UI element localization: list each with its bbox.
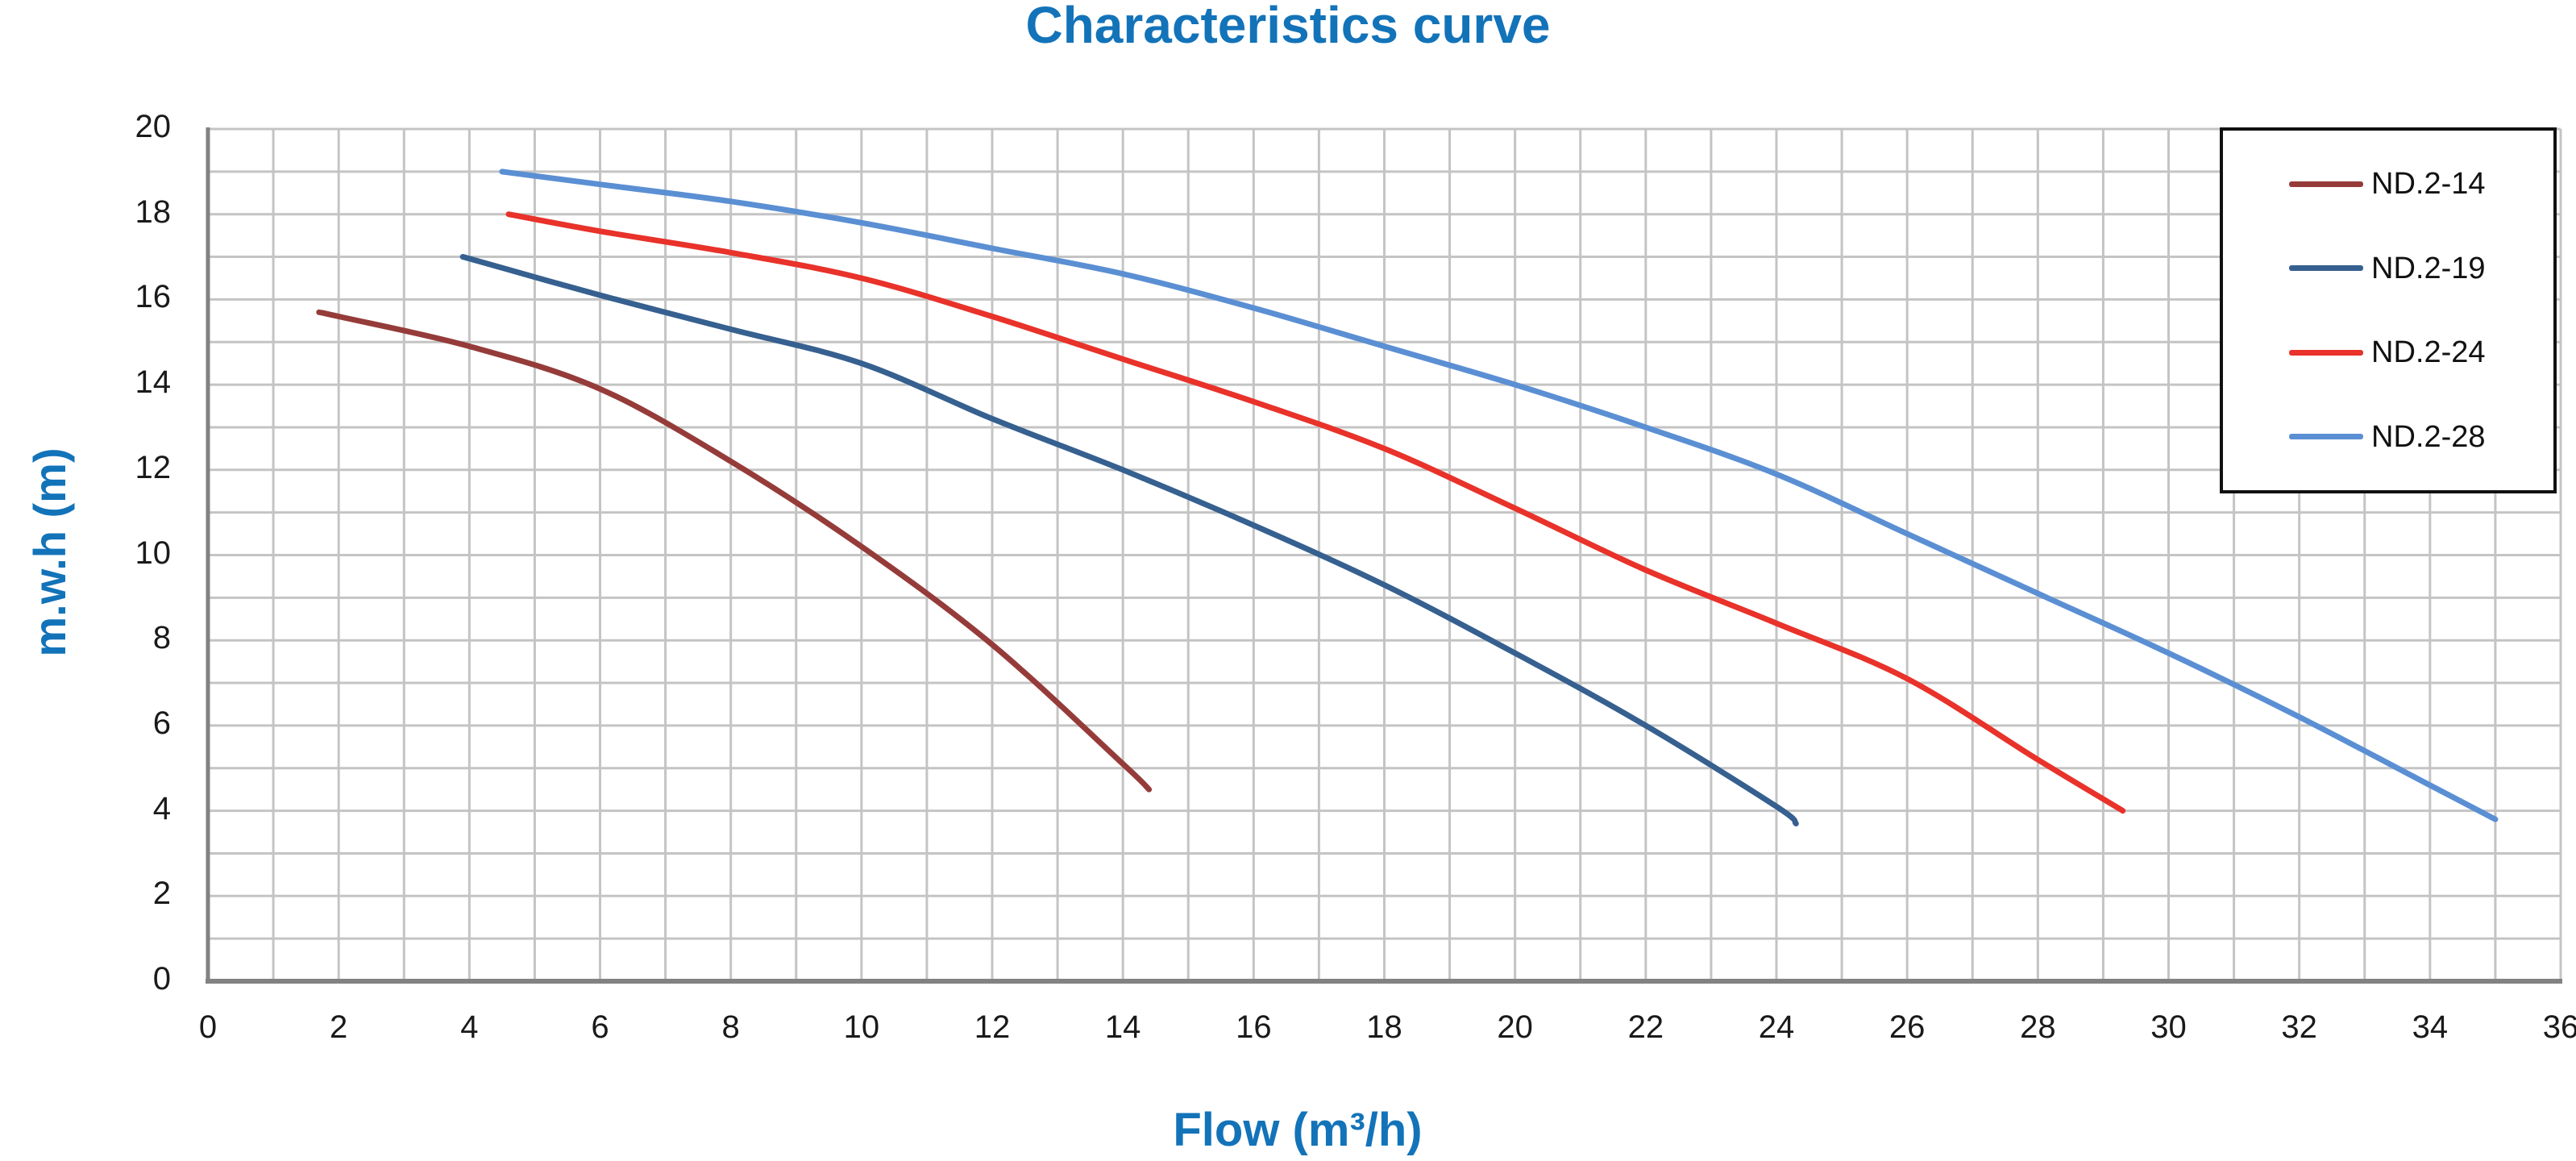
y-tick-label-0: 0 (152, 961, 171, 997)
legend-line-swatch (2289, 349, 2363, 356)
legend-item-ND.2-28: ND.2-28 (2289, 422, 2553, 452)
x-tick-label-6: 6 (591, 1009, 609, 1045)
legend-item-ND.2-19: ND.2-19 (2289, 253, 2553, 284)
x-tick-label-18: 18 (1366, 1009, 1402, 1045)
curve-ND.2-24 (505, 211, 2126, 814)
legend-label: ND.2-24 (2371, 335, 2486, 370)
chart-title: Characteristics curve (1025, 0, 1551, 54)
y-tick-label-10: 10 (135, 535, 172, 571)
x-tick-label-8: 8 (721, 1009, 740, 1045)
y-tick-label-16: 16 (135, 279, 172, 315)
x-tick-label-22: 22 (1627, 1009, 1664, 1045)
curve-ND.2-19 (459, 254, 1799, 826)
x-axis-title: Flow (m³/h) (1173, 1104, 1423, 1156)
y-tick-label-8: 8 (152, 620, 171, 656)
x-tick-label-4: 4 (460, 1009, 479, 1045)
x-tick-label-26: 26 (1888, 1009, 1926, 1045)
x-tick-label-34: 34 (2412, 1009, 2449, 1045)
curve-ND.2-14 (316, 309, 1153, 793)
x-tick-label-32: 32 (2281, 1009, 2317, 1045)
legend-item-ND.2-14: ND.2-14 (2289, 169, 2553, 199)
x-tick-label-30: 30 (2150, 1009, 2187, 1045)
x-tick-label-2: 2 (330, 1009, 348, 1045)
y-tick-label-12: 12 (135, 449, 172, 485)
curve-ND.2-28 (499, 169, 2499, 822)
y-tick-label-2: 2 (152, 876, 171, 912)
legend-item-ND.2-24: ND.2-24 (2289, 337, 2553, 368)
x-tick-label-12: 12 (974, 1009, 1011, 1045)
legend-line-swatch (2289, 181, 2363, 187)
x-tick-label-36: 36 (2542, 1009, 2576, 1045)
x-tick-label-20: 20 (1497, 1009, 1533, 1045)
y-tick-label-14: 14 (135, 364, 172, 401)
legend-line-swatch (2289, 265, 2363, 272)
x-tick-label-24: 24 (1758, 1009, 1795, 1045)
x-tick-label-10: 10 (843, 1009, 880, 1045)
y-tick-label-6: 6 (152, 705, 171, 741)
legend-label: ND.2-28 (2371, 419, 2486, 454)
legend-label: ND.2-19 (2371, 251, 2486, 285)
x-tick-label-16: 16 (1236, 1009, 1272, 1045)
legend-line-swatch (2289, 434, 2363, 440)
legend: ND.2-14 ND.2-19 ND.2-24 ND.2-28 (2220, 127, 2557, 493)
legend-label: ND.2-14 (2371, 167, 2486, 202)
y-tick-label-4: 4 (152, 790, 171, 826)
x-tick-label-0: 0 (198, 1009, 218, 1045)
x-tick-label-28: 28 (2020, 1009, 2056, 1045)
y-tick-label-20: 20 (135, 109, 172, 144)
y-tick-label-18: 18 (135, 194, 172, 230)
x-tick-label-14: 14 (1104, 1009, 1141, 1045)
